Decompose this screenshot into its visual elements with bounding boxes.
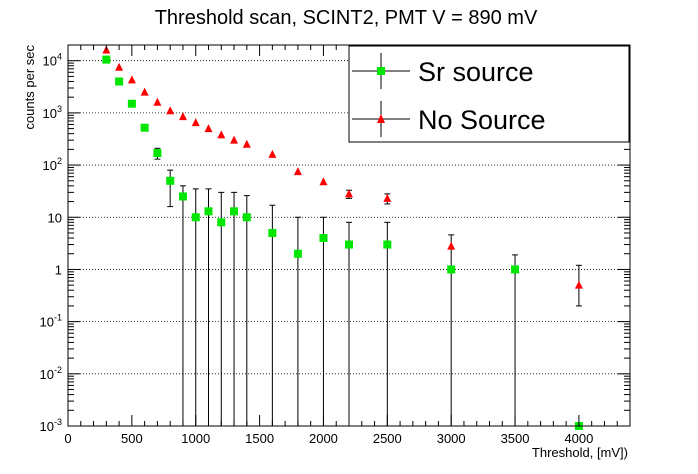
- y-tick-label: 104: [43, 52, 62, 69]
- no-source-point: [447, 241, 456, 250]
- x-tick-label: 4000: [564, 431, 593, 446]
- y-tick-label: 1: [55, 262, 62, 277]
- no-source-point: [127, 75, 136, 84]
- y-tick-label: 10-1: [40, 313, 62, 330]
- legend-nosource-label: No Source: [418, 105, 546, 135]
- no-source-point: [293, 167, 302, 176]
- no-source-point: [268, 149, 277, 158]
- legend-sr-marker: [377, 67, 385, 75]
- sr-source-point: [511, 265, 520, 274]
- no-source-point: [383, 193, 392, 202]
- x-tick-label: 0: [64, 431, 71, 446]
- sr-source-point: [217, 218, 226, 227]
- x-tick-label: 1000: [181, 431, 210, 446]
- x-tick-label: 2000: [309, 431, 338, 446]
- sr-source-point: [191, 213, 200, 222]
- x-axis-label: Threshold, [mV]): [532, 445, 628, 460]
- sr-source-point: [166, 176, 175, 185]
- sr-source-point: [127, 99, 136, 108]
- no-source-point: [166, 106, 175, 115]
- no-source-point: [242, 139, 251, 148]
- no-source-point: [217, 130, 226, 139]
- no-source-point: [204, 124, 213, 133]
- no-source-point: [140, 87, 149, 96]
- legend-entry-no-source: No Source: [352, 101, 546, 137]
- x-tick-label: 2500: [373, 431, 402, 446]
- sr-source-point: [178, 192, 187, 201]
- y-tick-label: 10-3: [40, 417, 62, 434]
- sr-source-point: [268, 228, 277, 237]
- no-source-point: [178, 112, 187, 121]
- sr-source-point: [153, 149, 162, 158]
- legend-box: [348, 45, 630, 143]
- y-tick-label: 102: [43, 156, 62, 173]
- sr-source-point: [230, 207, 239, 216]
- y-tick-label: 10-2: [40, 365, 62, 382]
- sr-source-point: [319, 234, 328, 243]
- error-bars: [154, 147, 582, 426]
- no-source-point: [345, 189, 353, 198]
- sr-source-point: [102, 55, 111, 64]
- y-axis-label: counts per sec: [22, 45, 37, 130]
- sr-source-point: [293, 249, 302, 258]
- sr-source-point: [345, 240, 353, 249]
- sr-source-point: [447, 265, 456, 274]
- gridlines: [68, 60, 630, 375]
- x-tick-label: 3000: [437, 431, 466, 446]
- no-source-point: [191, 118, 200, 127]
- no-source-point: [115, 62, 124, 71]
- sr-source-point: [140, 123, 149, 132]
- y-tick-label: 10: [48, 210, 62, 225]
- x-tick-label: 3500: [501, 431, 530, 446]
- sr-source-point: [242, 213, 251, 222]
- legend: Sr source No Source: [348, 45, 630, 143]
- x-tick-label: 500: [121, 431, 143, 446]
- data-markers: [102, 45, 583, 430]
- sr-source-point: [115, 77, 124, 86]
- legend-entry-sr-source: Sr source: [352, 53, 534, 89]
- sr-source-point: [204, 207, 213, 216]
- legend-nosource-marker: [377, 114, 385, 123]
- chart-title: Threshold scan, SCINT2, PMT V = 890 mV: [155, 7, 538, 29]
- y-axis: 10-3 10-2 10-1 1 10 102 103 104: [40, 52, 630, 434]
- no-source-point: [319, 177, 328, 186]
- no-source-point: [574, 280, 583, 289]
- no-source-point: [230, 135, 239, 144]
- legend-sr-label: Sr source: [418, 57, 534, 87]
- no-source-point: [153, 97, 162, 106]
- y-tick-label: 103: [43, 104, 62, 121]
- x-tick-label: 1500: [245, 431, 274, 446]
- sr-source-point: [383, 240, 392, 249]
